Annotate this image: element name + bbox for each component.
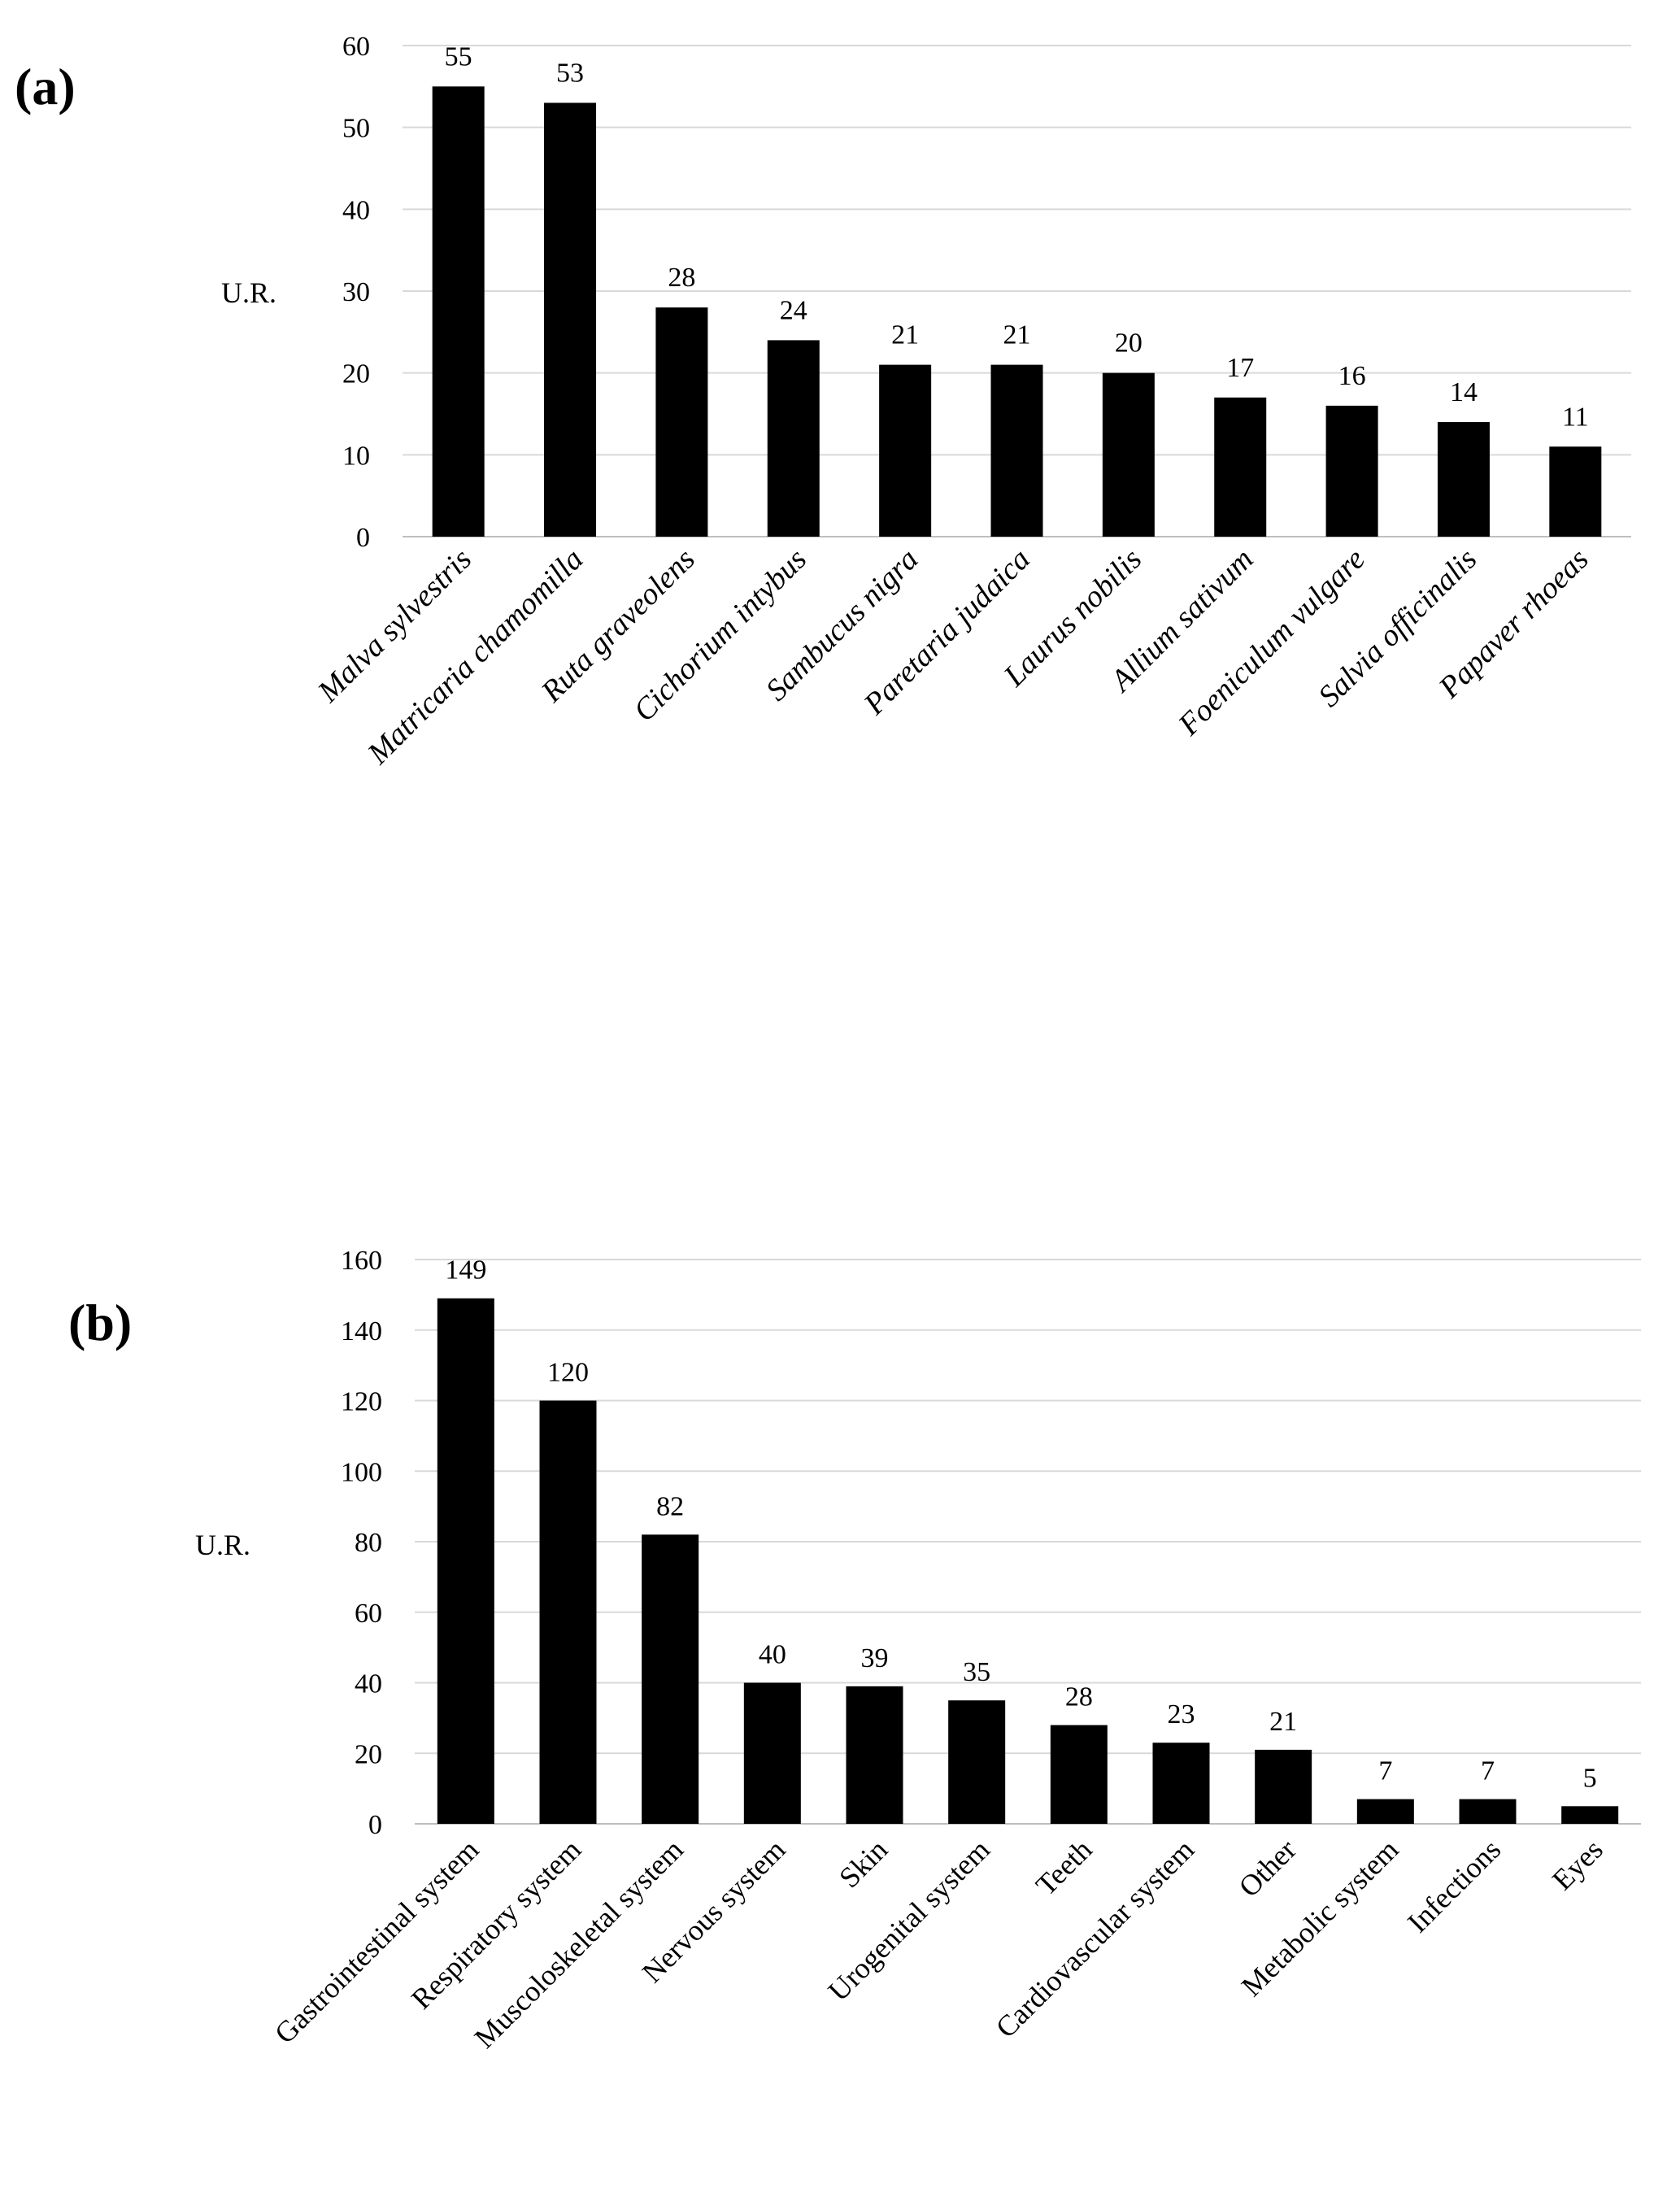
data-label: 40 [759, 1640, 786, 1670]
y-tick-label: 0 [356, 523, 370, 553]
bar [1255, 1749, 1312, 1824]
bar [1152, 1743, 1210, 1824]
panel-label-a: (a) [15, 58, 76, 115]
x-tick-label: Skin [833, 1833, 894, 1894]
bar [743, 1682, 801, 1824]
data-label: 5 [1583, 1763, 1597, 1793]
bar [1459, 1799, 1517, 1824]
data-label: 55 [445, 41, 472, 72]
data-label: 21 [1269, 1707, 1297, 1737]
y-tick-label: 60 [342, 32, 370, 62]
x-tick-label: Infections [1401, 1833, 1507, 1938]
bar [1325, 405, 1378, 537]
y-tick-label: 120 [341, 1387, 382, 1417]
data-label: 11 [1562, 402, 1589, 432]
bars-b [437, 1298, 1619, 1824]
data-label: 17 [1226, 353, 1254, 383]
x-tick-label: Foeniculum vulgare [1171, 542, 1372, 743]
bar [1050, 1725, 1108, 1824]
y-tick-label: 10 [342, 441, 370, 471]
x-tick-label: Muscoloskeletal system [468, 1833, 690, 2054]
x-tick-label: Eyes [1546, 1833, 1609, 1896]
data-label: 28 [668, 263, 695, 293]
x-tick-label: Teeth [1029, 1833, 1098, 1901]
data-label: 120 [547, 1358, 589, 1388]
bar [1356, 1799, 1414, 1824]
bar [655, 307, 708, 537]
bar [1437, 422, 1490, 537]
data-label: 20 [1115, 329, 1142, 359]
y-tick-label: 20 [342, 359, 370, 389]
y-tick-label: 20 [355, 1739, 382, 1769]
y-tick-label: 140 [341, 1316, 382, 1347]
data-label: 53 [556, 58, 584, 88]
y-tick-label: 0 [368, 1810, 382, 1840]
x-tick-label: Gastrointestinal system [268, 1833, 485, 2050]
y-tick-labels-b: 0 20 40 60 80 100 120 140 160 [341, 1246, 382, 1840]
x-tick-label: Respiratory system [405, 1833, 587, 2015]
bar [642, 1534, 699, 1824]
gridlines-b [415, 1259, 1641, 1825]
data-label: 21 [1003, 320, 1031, 350]
bar [948, 1700, 1006, 1824]
bar [879, 364, 932, 537]
data-label: 7 [1481, 1756, 1495, 1786]
y-axis-label-b: U.R. [195, 1529, 250, 1561]
data-label: 21 [891, 320, 919, 350]
x-tick-label: Other [1233, 1833, 1303, 1903]
panel-label-b: (b) [68, 1294, 132, 1351]
bar [1102, 372, 1155, 537]
data-label: 28 [1065, 1682, 1093, 1712]
data-label: 149 [445, 1255, 486, 1286]
data-label: 82 [656, 1491, 684, 1521]
data-label: 23 [1168, 1699, 1195, 1730]
y-tick-label: 160 [341, 1246, 382, 1276]
chart-panel-b: (b) U.R. 0 20 40 60 80 100 120 140 160 149 120 82 4… [68, 1246, 1641, 2055]
bar [432, 86, 485, 537]
data-labels-b: 149 120 82 40 39 35 28 23 21 7 7 5 [445, 1255, 1596, 1794]
data-label: 24 [780, 295, 807, 325]
y-tick-label: 40 [342, 195, 370, 225]
bar [437, 1298, 494, 1824]
bar [1561, 1806, 1619, 1824]
data-label: 7 [1378, 1756, 1392, 1786]
x-tick-label: Matricaria chamomilla [360, 542, 590, 772]
bar [544, 102, 597, 537]
y-tick-label: 50 [342, 114, 370, 144]
data-labels-a: 55 53 28 24 21 21 20 17 16 14 11 [445, 41, 1589, 432]
bar [1214, 397, 1267, 537]
bar [539, 1400, 597, 1824]
bar [1549, 446, 1602, 537]
data-label: 16 [1338, 361, 1366, 391]
bar [990, 364, 1043, 537]
data-label: 39 [861, 1643, 889, 1673]
chart-panel-a: (a) U.R. 0 10 20 30 40 50 60 55 53 28 24 21 21 20 17 1… [15, 32, 1631, 772]
bar [846, 1686, 903, 1824]
y-tick-label: 40 [355, 1669, 382, 1699]
y-tick-labels-a: 0 10 20 30 40 50 60 [342, 32, 370, 553]
y-tick-label: 80 [355, 1528, 382, 1558]
y-tick-label: 100 [341, 1457, 382, 1487]
y-tick-label: 30 [342, 277, 370, 307]
y-tick-label: 60 [355, 1599, 382, 1629]
data-label: 35 [963, 1657, 990, 1687]
data-label: 14 [1450, 377, 1478, 407]
bar [767, 340, 820, 537]
bars-a [432, 86, 1602, 537]
y-axis-label-a: U.R. [221, 276, 276, 309]
x-tick-label: Cardiovascular system [990, 1833, 1200, 2043]
